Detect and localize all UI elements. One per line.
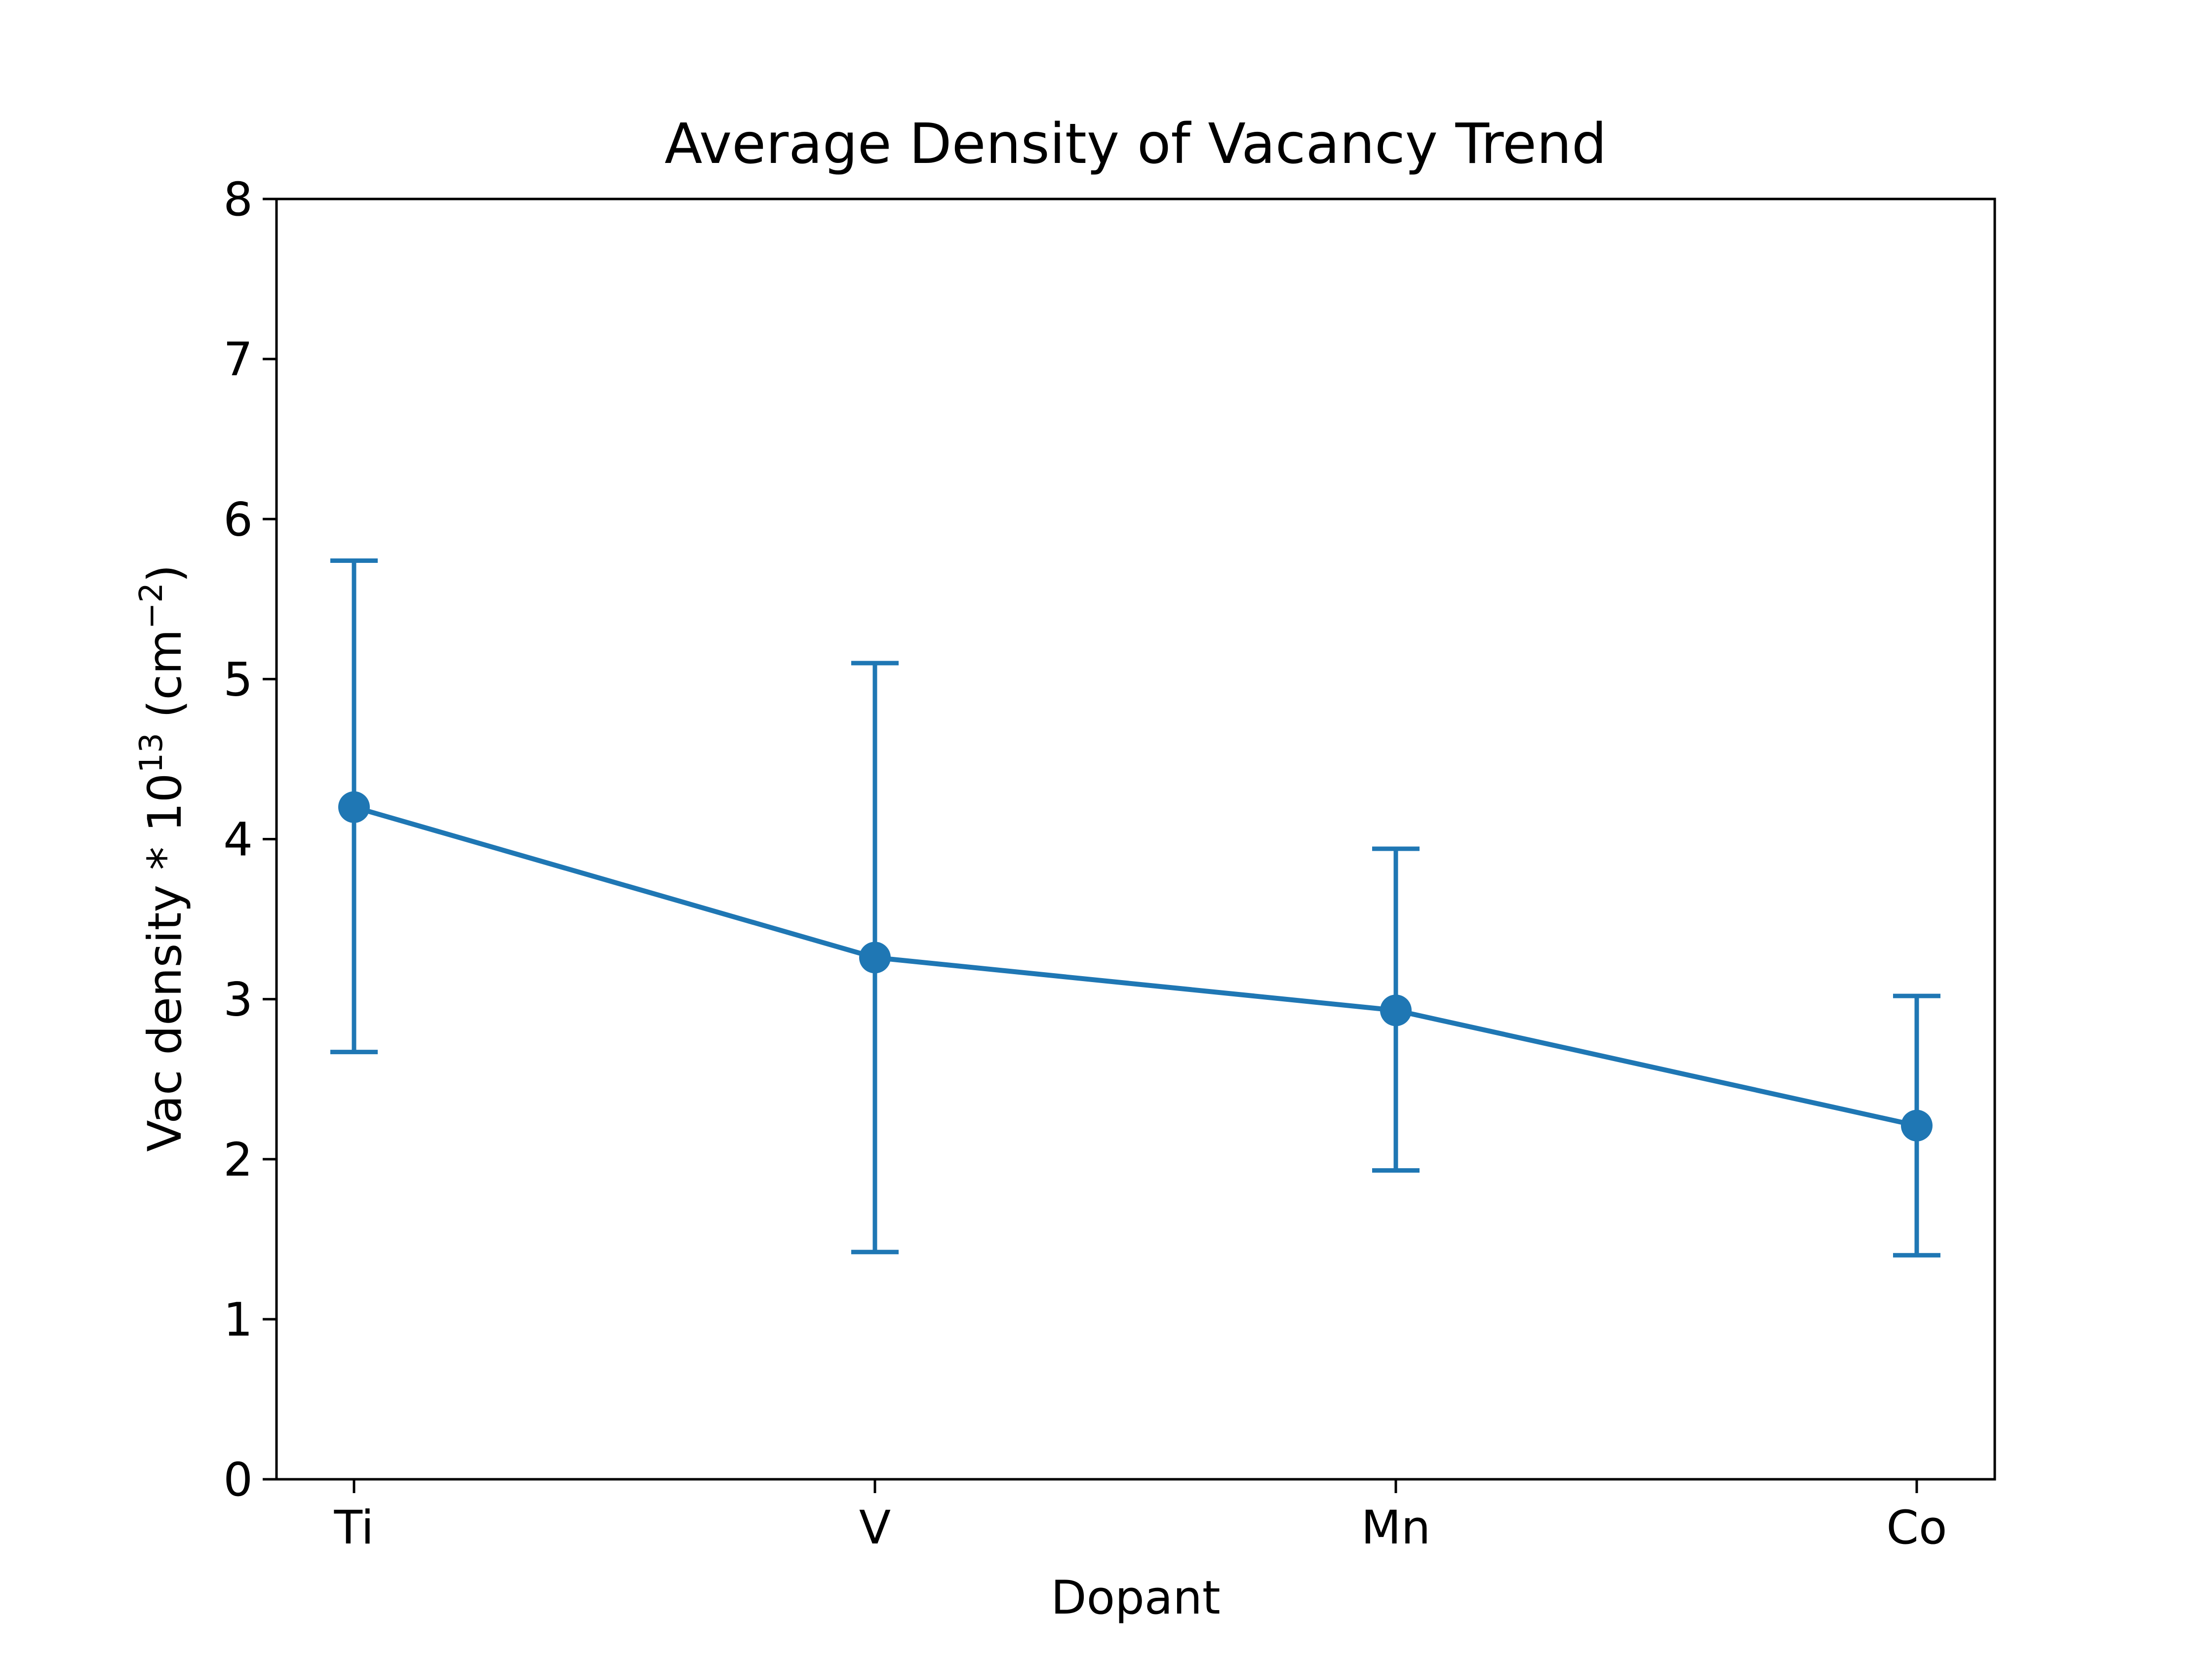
y-tick-label: 1 [223, 1293, 253, 1347]
x-tick-label-ti: Ti [334, 1501, 374, 1555]
x-tick-label-v: V [859, 1501, 891, 1555]
y-tick-label: 7 [223, 333, 253, 387]
y-axis-label-exponent: 13 [133, 733, 170, 773]
data-point-ti [338, 791, 370, 823]
plot-area [330, 558, 1940, 1258]
y-tick-label: 5 [223, 653, 253, 707]
x-tick-label-co: Co [1886, 1501, 1947, 1555]
y-axis-label-unit-exponent: −2 [133, 583, 170, 629]
y-axis-label: Vac density * 1013 (cm−2) [133, 564, 192, 1151]
y-tick-label: 0 [223, 1453, 253, 1507]
x-tick-label-mn: Mn [1361, 1501, 1431, 1555]
axes-frame [275, 198, 1996, 1481]
y-axis-label-unit-open: (cm [138, 629, 192, 733]
svg-text:Vac density * 1013 (cm−2): Vac density * 1013 (cm−2) [133, 564, 192, 1151]
y-axis-label-unit-close: ) [138, 564, 192, 583]
y-tick-label: 4 [223, 813, 253, 867]
y-tick-label: 2 [223, 1133, 253, 1187]
data-point-v [859, 942, 891, 974]
y-tick-label: 3 [223, 973, 253, 1027]
y-axis-label-main: Vac density * 10 [138, 773, 192, 1152]
data-point-co [1901, 1109, 1933, 1142]
y-tick-label: 8 [223, 173, 253, 227]
y-tick-label: 6 [223, 493, 253, 547]
x-axis-label: Dopant [1051, 1571, 1221, 1625]
series-line [353, 804, 1918, 1128]
y-axis-ticks: 0 1 2 3 4 5 6 7 8 [223, 173, 276, 1507]
x-axis-ticks: Ti V Mn Co [334, 1479, 1947, 1555]
data-point-mn [1380, 994, 1412, 1027]
chart-title: Average Density of Vacancy Trend [665, 112, 1607, 176]
